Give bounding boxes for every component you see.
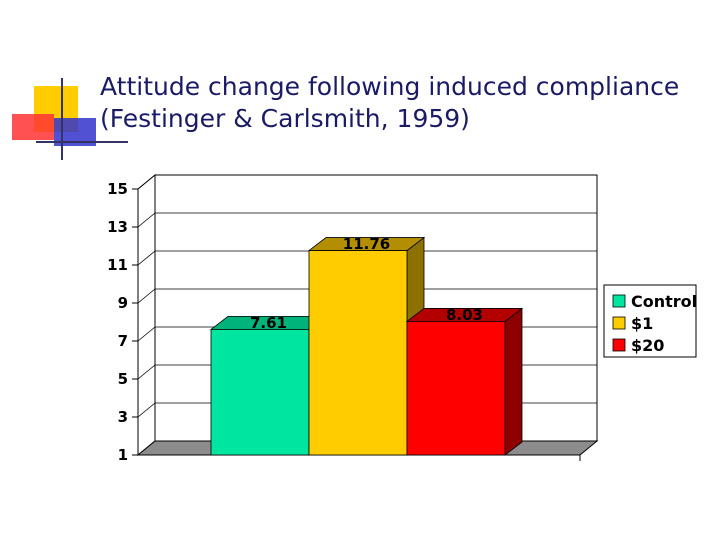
plot-side-wall bbox=[137, 173, 156, 457]
corner-decoration bbox=[12, 78, 128, 160]
y-tick-label: 11 bbox=[107, 256, 128, 274]
gridline-depth bbox=[137, 364, 156, 380]
bar-side-2 bbox=[504, 307, 523, 456]
y-tick-label: 5 bbox=[118, 370, 128, 388]
data-label-0: 7.61 bbox=[250, 314, 287, 332]
legend-label-2: $20 bbox=[631, 336, 664, 355]
y-tick-label: 9 bbox=[118, 294, 128, 312]
legend-swatch-0 bbox=[612, 294, 626, 308]
gridline-depth bbox=[137, 250, 156, 266]
y-tick-label: 13 bbox=[107, 218, 128, 236]
gridline-depth bbox=[137, 288, 156, 304]
bar-0 bbox=[210, 329, 310, 456]
legend-label-0: Control bbox=[631, 292, 697, 311]
y-tick-label: 1 bbox=[118, 446, 128, 464]
gridline-depth bbox=[137, 402, 156, 418]
gridline-depth bbox=[137, 174, 156, 190]
y-tick-label: 3 bbox=[118, 408, 128, 426]
legend-label-1: $1 bbox=[631, 314, 653, 333]
slide-title-line-2: (Festinger & Carlsmith, 1959) bbox=[100, 104, 470, 133]
slide-title-line-1: Attitude change following induced compli… bbox=[100, 72, 680, 101]
bar-1 bbox=[308, 250, 408, 456]
deco-red-square bbox=[12, 114, 54, 140]
data-label-2: 8.03 bbox=[446, 306, 483, 324]
legend-swatch-2 bbox=[612, 338, 626, 352]
legend-swatch-1 bbox=[612, 316, 626, 330]
gridline-depth bbox=[137, 326, 156, 342]
gridline-depth bbox=[137, 212, 156, 228]
data-label-1: 11.76 bbox=[343, 235, 390, 253]
y-tick-label: 15 bbox=[107, 180, 128, 198]
bar-2 bbox=[406, 321, 506, 456]
y-tick-label: 7 bbox=[118, 332, 128, 350]
